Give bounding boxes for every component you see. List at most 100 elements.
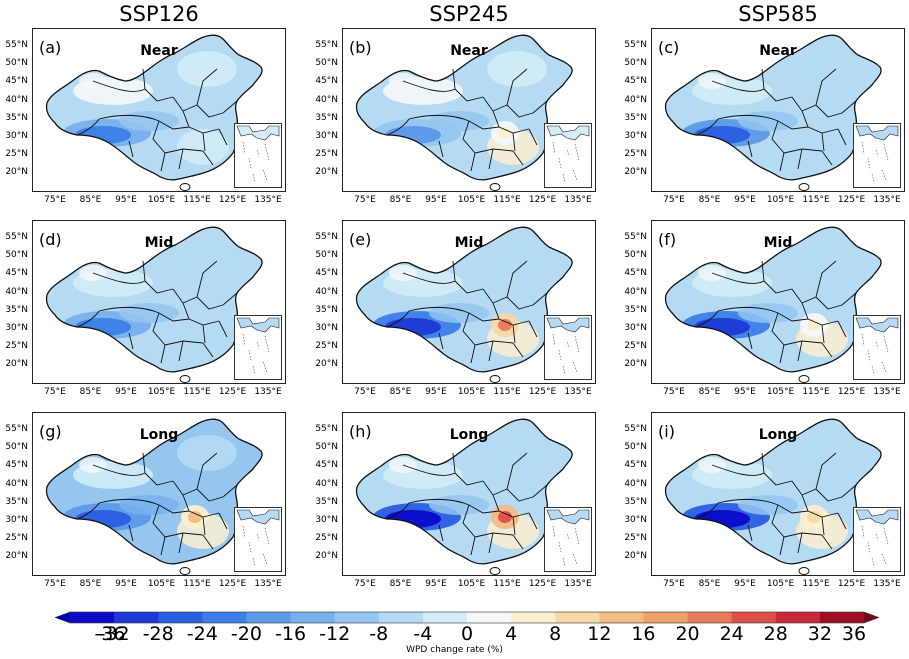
longitude-label: 75°E [44, 195, 66, 205]
colorbar-segment [775, 612, 821, 623]
china-map [45, 418, 263, 575]
colorbar-tick-label: 16 [631, 623, 656, 645]
latitude-label: 40°N [315, 286, 338, 297]
latitude-label: 35°N [624, 112, 647, 123]
latitude-label: 40°N [315, 94, 338, 105]
latitude-label: 30°N [624, 131, 647, 141]
latitude-label: 25°N [315, 533, 338, 544]
latitude-label: 45°N [624, 76, 647, 87]
longitude-label: 115°E [493, 195, 521, 205]
longitude-label: 75°E [663, 387, 685, 397]
map-panel: (h) Long 55°N 50°N 45°N 40°N 35°N 30°N 25°N 20°N 7… [315, 412, 596, 589]
longitude-label: 135°E [873, 195, 901, 205]
colorbar-segment [114, 612, 159, 623]
colorbar-tick-label: -28 [142, 623, 174, 645]
longitude-label: 75°E [44, 387, 66, 397]
latitude-label: 50°N [5, 58, 28, 69]
latitude-label: 30°N [624, 323, 647, 333]
latitude-label: 55°N [315, 424, 338, 434]
latitude-label: 50°N [5, 250, 28, 261]
latitude-label: 20°N [5, 359, 28, 370]
colorbar-segment [202, 612, 247, 623]
latitude-label: 35°N [5, 304, 28, 315]
latitude-label: 45°N [5, 76, 28, 87]
panel-label: (b) [349, 38, 372, 57]
latitude-label: 45°N [315, 76, 338, 87]
latitude-label: 35°N [624, 496, 647, 507]
latitude-label: 40°N [624, 94, 647, 105]
latitude-label: 55°N [315, 232, 338, 242]
colorbar-tick-label: 32 [807, 623, 832, 645]
latitude-label: 30°N [315, 515, 338, 525]
latitude-label: 25°N [624, 341, 647, 352]
colorbar-segment [687, 612, 733, 623]
scenario-header: SSP585 [738, 2, 818, 26]
longitude-label: 115°E [183, 387, 211, 397]
colorbar-segment [422, 612, 468, 623]
latitude-label: 55°N [624, 232, 647, 242]
longitude-label: 125°E [837, 387, 866, 397]
longitude-label: 95°E [115, 579, 137, 589]
latitude-label: 20°N [5, 167, 28, 178]
latitude-label: 55°N [5, 232, 28, 242]
map-panel: (d) Mid 55°N 50°N 45°N 40°N 35°N 30°N 25°N 20°N 75… [5, 220, 286, 397]
latitude-label: 50°N [624, 442, 647, 453]
longitude-label: 95°E [425, 195, 447, 205]
longitude-label: 95°E [734, 387, 756, 397]
latitude-label: 35°N [624, 304, 647, 315]
longitude-label: 75°E [44, 579, 66, 589]
latitude-label: 50°N [624, 250, 647, 261]
scenario-header: SSP126 [119, 2, 199, 26]
colorbar-tick-label: 4 [505, 623, 518, 645]
colorbar-tick-label: -32 [98, 623, 130, 645]
china-map [664, 418, 882, 575]
latitude-label: 35°N [5, 112, 28, 123]
latitude-label: 50°N [624, 58, 647, 69]
china-map [355, 34, 573, 191]
colorbar-tick-label: -20 [230, 623, 262, 645]
longitude-label: 105°E [147, 387, 176, 397]
longitude-label: 105°E [457, 195, 486, 205]
colorbar-tick-label: -4 [413, 623, 433, 645]
panel-label: (f) [658, 230, 677, 249]
longitude-label: 95°E [734, 579, 756, 589]
latitude-label: 35°N [315, 112, 338, 123]
china-map [664, 34, 882, 191]
longitude-label: 105°E [766, 387, 795, 397]
longitude-label: 85°E [79, 579, 102, 589]
longitude-label: 135°E [564, 387, 592, 397]
latitude-label: 30°N [315, 131, 338, 141]
longitude-label: 135°E [254, 579, 282, 589]
longitude-label: 85°E [698, 195, 721, 205]
period-title: Mid [763, 235, 793, 251]
colorbar-segment [555, 612, 600, 623]
period-title: Long [449, 427, 489, 443]
colorbar-tick-label: 20 [675, 623, 700, 645]
longitude-label: 105°E [766, 195, 795, 205]
latitude-label: 45°N [624, 460, 647, 471]
longitude-label: 75°E [354, 387, 376, 397]
latitude-label: 55°N [315, 40, 338, 50]
colorbar-tick-label: 24 [719, 623, 744, 645]
longitude-label: 85°E [389, 387, 412, 397]
latitude-label: 55°N [5, 40, 28, 50]
south-china-sea-inset [853, 507, 901, 572]
map-panel: (e) Mid 55°N 50°N 45°N 40°N 35°N 30°N 25°N 20°N 75… [315, 220, 596, 397]
latitude-label: 35°N [315, 496, 338, 507]
latitude-label: 50°N [5, 442, 28, 453]
latitude-label: 50°N [315, 58, 338, 69]
colorbar-tick-label: -36 [94, 623, 126, 645]
map-panel: (f) Mid 55°N 50°N 45°N 40°N 35°N 30°N 25°N 20°N 75… [624, 220, 905, 397]
colorbar [55, 611, 879, 624]
colorbar-segment [599, 612, 644, 623]
latitude-label: 20°N [624, 167, 647, 178]
latitude-label: 40°N [624, 478, 647, 489]
latitude-label: 45°N [5, 268, 28, 279]
latitude-label: 50°N [315, 250, 338, 261]
latitude-label: 55°N [5, 424, 28, 434]
panel-label: (c) [658, 38, 680, 57]
colorbar-tick-label: -16 [275, 623, 307, 645]
colorbar-segment [511, 612, 556, 623]
period-title: Long [139, 427, 179, 443]
colorbar-segment [643, 612, 689, 623]
